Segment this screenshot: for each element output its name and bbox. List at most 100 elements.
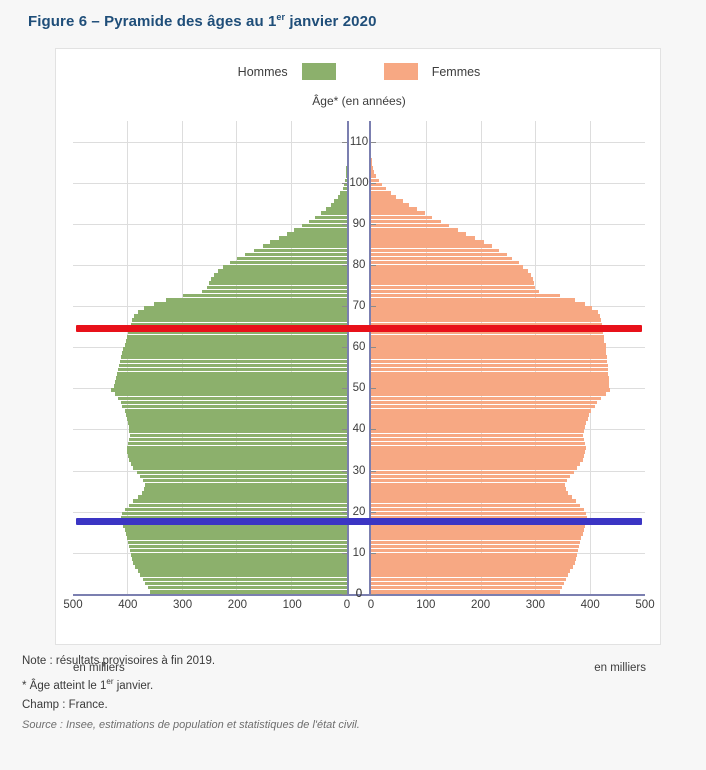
pyramid-bar <box>135 565 347 569</box>
pyramid-bar <box>128 425 347 430</box>
pyramid-bar <box>371 425 585 430</box>
pyramid-bar <box>371 478 568 483</box>
pyramid-bar <box>126 417 347 421</box>
pyramid-bar <box>371 482 565 487</box>
figure-title-suffix: janvier 2020 <box>285 13 377 30</box>
pyramid-bar <box>371 314 601 318</box>
pyramid-bar <box>128 544 347 549</box>
pyramid-bar <box>371 544 580 549</box>
pyramid-bar <box>371 223 449 228</box>
pyramid-bar <box>371 581 564 586</box>
y-tick-mark <box>342 141 347 143</box>
y-tick-label: 60 <box>352 341 366 354</box>
y-tick-label: 0 <box>355 588 363 600</box>
y-tick-label: 90 <box>352 217 366 230</box>
pyramid-bar <box>371 310 598 314</box>
x-tick-label-right: 400 <box>580 599 600 611</box>
pyramid-bar <box>137 310 347 314</box>
pyramid-bar <box>371 227 458 232</box>
pyramid-bar <box>371 503 581 508</box>
pyramid-bar <box>371 211 425 216</box>
pyramid-bar <box>133 499 347 504</box>
pyramid-bar <box>371 450 585 454</box>
legend-swatch-hommes <box>301 63 336 80</box>
pyramid-bar <box>371 569 571 573</box>
y-tick-mark <box>342 264 347 266</box>
pyramid-bar <box>144 306 347 310</box>
x-tick-label-right: 300 <box>525 599 545 611</box>
pyramid-bar <box>371 347 606 351</box>
pyramid-bar <box>371 552 578 557</box>
pyramid-bar <box>371 363 608 368</box>
y-tick-mark <box>342 511 347 513</box>
pyramid-bar <box>211 277 347 281</box>
y-tick-label: 70 <box>352 300 366 313</box>
pyramid-bar <box>371 445 586 450</box>
pyramid-bar <box>345 178 347 183</box>
pyramid-bar <box>371 240 484 244</box>
pyramid-bar <box>371 318 602 323</box>
pyramid-plot: 0 10 20 30 40 50 60 70 80 90 100 110 0 500 400 300 200 1… <box>63 121 655 611</box>
pyramid-bar <box>371 573 569 578</box>
pyramid-bar <box>371 195 397 199</box>
pyramid-bar <box>345 174 347 179</box>
pyramid-bar <box>122 351 347 355</box>
y-tick-mark <box>371 388 376 390</box>
gridline-horizontal <box>371 182 645 184</box>
pyramid-bar <box>111 388 347 392</box>
x-tick-label-left: 500 <box>63 599 83 611</box>
pyramid-bar <box>166 297 347 302</box>
pyramid-bar <box>126 536 347 541</box>
pyramid-bar <box>371 540 581 545</box>
pyramid-bar <box>371 178 379 183</box>
pyramid-bar <box>371 499 576 504</box>
pyramid-bar <box>120 359 347 364</box>
pyramid-bar <box>342 186 347 191</box>
pyramid-bar <box>371 162 373 166</box>
pyramid-bar <box>371 170 375 174</box>
pyramid-bar <box>308 219 347 224</box>
pyramid-bar <box>147 585 347 590</box>
pyramid-bar <box>229 260 347 265</box>
x-tick-label-left: 0 <box>343 599 351 611</box>
pyramid-bar <box>371 515 587 520</box>
x-tick-label-right: 500 <box>635 599 655 611</box>
pyramid-bar <box>145 482 347 487</box>
pyramid-bar <box>206 285 347 290</box>
figure-notes: Note : résultats provisoires à fin 2019.… <box>22 654 682 731</box>
pyramid-bar <box>371 454 584 458</box>
pyramid-bar <box>119 363 347 368</box>
pyramid-bar <box>371 182 382 187</box>
pyramid-bar <box>315 215 347 220</box>
pyramid-bar <box>143 478 347 483</box>
pyramid-bar <box>371 470 574 475</box>
pyramid-bar <box>114 380 347 384</box>
note-age-footnote: * Âge atteint le 1er janvier. <box>22 677 682 694</box>
y-tick-mark <box>342 347 347 349</box>
pyramid-bar <box>371 491 569 495</box>
pyramid-bar <box>149 589 347 594</box>
pyramid-bar <box>371 215 433 220</box>
x-axis-baseline <box>73 594 645 596</box>
pyramid-bar <box>371 417 588 421</box>
pyramid-bar <box>371 408 592 413</box>
pyramid-bar <box>371 306 593 310</box>
pyramid-bar <box>346 170 347 174</box>
pyramid-bar <box>137 495 347 499</box>
pyramid-bar <box>131 552 347 557</box>
pyramid-bar <box>371 487 567 491</box>
pyramid-bar <box>127 441 347 446</box>
pyramid-bar <box>126 334 347 339</box>
pyramid-bar <box>337 195 347 199</box>
pyramid-bar <box>114 392 347 397</box>
y-tick-mark <box>342 223 347 225</box>
pyramid-bar <box>213 273 347 277</box>
pyramid-bar <box>371 174 377 179</box>
note-provisional: Note : résultats provisoires à fin 2019. <box>22 655 216 667</box>
pyramid-bar <box>125 338 347 343</box>
pyramid-bar <box>371 589 560 594</box>
pyramid-bar <box>371 577 567 582</box>
pyramid-bar <box>127 540 347 545</box>
page-title: Figure 6 – Pyramide des âges au 1er janv… <box>28 12 377 30</box>
